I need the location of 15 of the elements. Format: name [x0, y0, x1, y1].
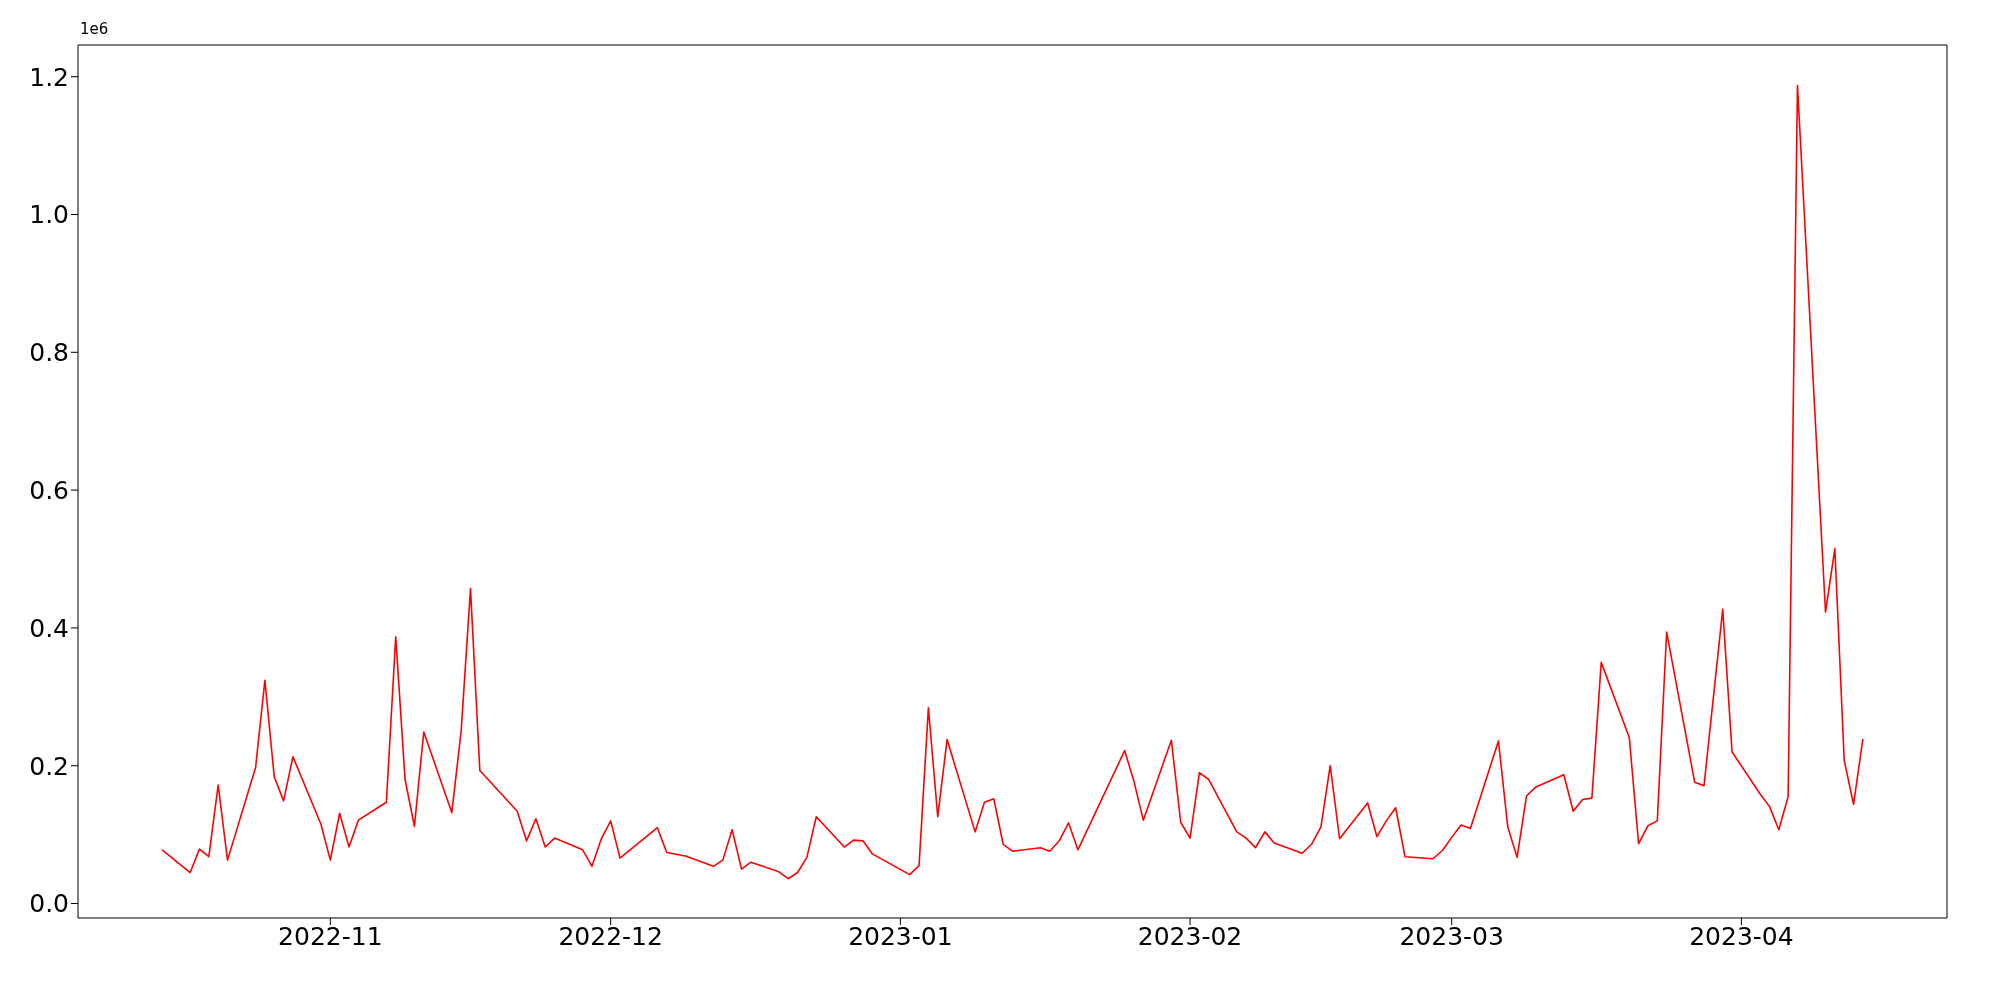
line-series: [161, 84, 1864, 880]
x-tick-label: 2023-03: [1399, 921, 1504, 951]
y-tick-label: 0.2: [29, 751, 69, 781]
x-tick-label: 2023-02: [1137, 921, 1243, 951]
text: 1e6: [80, 20, 109, 38]
x-tick-label: 2023-01: [848, 921, 953, 951]
y-tick-label: 1.0: [29, 200, 69, 230]
x-tick-label: 2022-12: [558, 921, 663, 951]
y-tick-label: 0.0: [29, 889, 69, 919]
y-tick-label: 0.8: [29, 338, 69, 368]
y-tick-label: 0.4: [29, 613, 69, 643]
x-tick-label: 2022-11: [278, 921, 383, 951]
y-tick-label: 0.6: [29, 475, 69, 505]
y-tick-label: 1.2: [29, 62, 69, 92]
x-tick-label: 2023-04: [1689, 921, 1794, 951]
